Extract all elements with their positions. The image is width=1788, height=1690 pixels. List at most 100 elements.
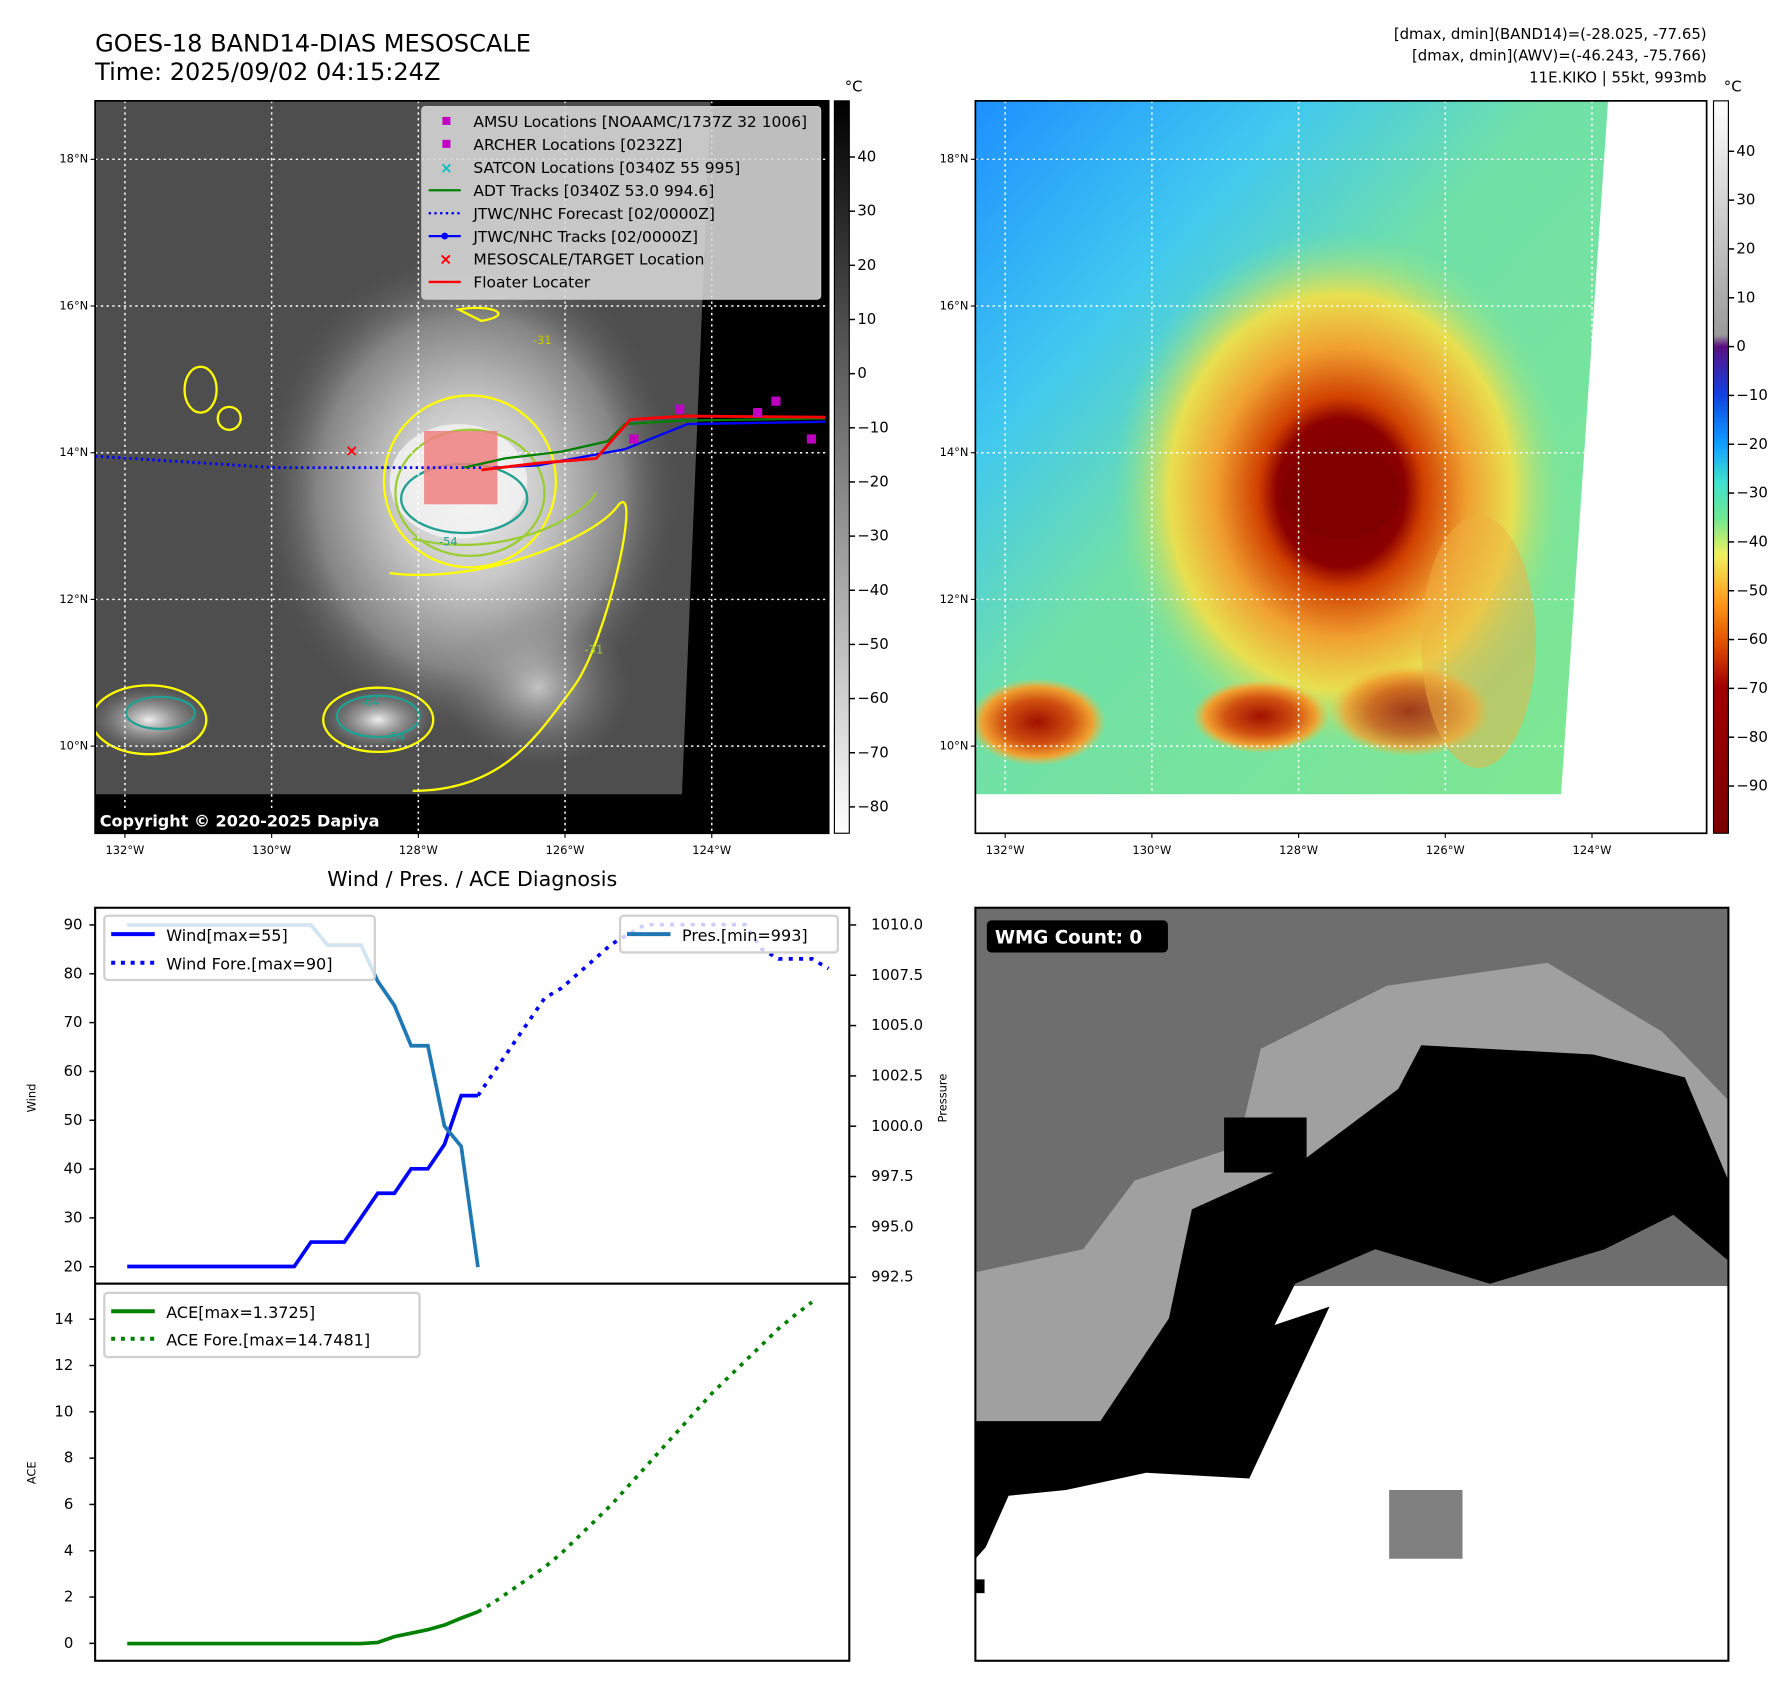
lat-tick-label: 12°N bbox=[59, 592, 88, 606]
tick-label: 30 bbox=[1736, 191, 1755, 209]
nhc-track bbox=[492, 420, 826, 469]
tick-label: 8 bbox=[64, 1449, 73, 1467]
tick-label: −20 bbox=[1736, 435, 1767, 453]
tick-label: −20 bbox=[857, 473, 888, 491]
ace-axis-label: ACE bbox=[25, 1461, 39, 1484]
lat-tick-label: 10°N bbox=[940, 739, 969, 753]
tick-label: −30 bbox=[1736, 484, 1767, 502]
tick-label: 997.5 bbox=[871, 1167, 914, 1185]
tick-label: 1000.0 bbox=[871, 1117, 923, 1135]
lon-tick-label: 128°W bbox=[399, 843, 438, 857]
legend-entry: ACE[max=1.3725] bbox=[166, 1303, 315, 1322]
tick-label: 1002.5 bbox=[871, 1066, 923, 1084]
tick-label: 1010.0 bbox=[871, 916, 923, 934]
awv-stats: [dmax, dmin](AWV)=(-46.243, -75.766) bbox=[1412, 47, 1707, 65]
tick-label: 70 bbox=[64, 1013, 83, 1031]
tick-label: −50 bbox=[1736, 581, 1767, 599]
tick-label: −50 bbox=[857, 635, 888, 653]
tick-label: 10 bbox=[54, 1402, 73, 1420]
tick-label: 60 bbox=[64, 1062, 83, 1080]
lon-tick-label: 124°W bbox=[1573, 843, 1612, 857]
legend-entry: ARCHER Locations [0232Z] bbox=[473, 136, 682, 154]
tick-label: 80 bbox=[64, 964, 83, 982]
tick-label: 2 bbox=[64, 1588, 73, 1606]
legend-entry: Wind Fore.[max=90] bbox=[166, 955, 332, 974]
tick-label: 0 bbox=[857, 364, 866, 382]
tick-label: 992.5 bbox=[871, 1268, 914, 1286]
awv-colorbar bbox=[1712, 100, 1729, 834]
lat-tick-label: 16°N bbox=[940, 298, 969, 312]
contour-label: -64 bbox=[361, 695, 380, 709]
amsu-archer-markers bbox=[629, 396, 817, 444]
colorbar-ticks: 40 30 20 10 0 −10 −20 −30 −40 −50 −60 −70 −80 −90 bbox=[1728, 142, 1768, 795]
chart-title: Wind / Pres. / ACE Diagnosis bbox=[327, 867, 617, 891]
wind-axis-label: Wind bbox=[25, 1084, 39, 1113]
tick-label: 4 bbox=[64, 1541, 73, 1559]
ace-line bbox=[127, 1610, 479, 1646]
tick-label: −30 bbox=[857, 527, 888, 545]
legend-entry: ADT Tracks [0340Z 53.0 994.6] bbox=[473, 182, 714, 200]
lon-tick-label: 126°W bbox=[1426, 843, 1465, 857]
tick-label: 6 bbox=[64, 1495, 73, 1513]
lat-tick-label: 18°N bbox=[59, 152, 88, 166]
lon-tick-label: 128°W bbox=[1279, 843, 1318, 857]
legend-entry: ACE Fore.[max=14.7481] bbox=[166, 1331, 370, 1350]
band14-colorbar bbox=[833, 100, 850, 834]
tick-label: 40 bbox=[64, 1160, 83, 1178]
lat-tick-label: 14°N bbox=[940, 445, 969, 459]
lat-tick-label: 12°N bbox=[940, 592, 969, 606]
tick-label: −40 bbox=[857, 581, 888, 599]
tick-label: 12 bbox=[54, 1356, 73, 1374]
legend-entry: Floater Locater bbox=[473, 274, 590, 292]
tick-label: −60 bbox=[857, 689, 888, 707]
legend-entry: MESOSCALE/TARGET Location bbox=[473, 251, 704, 269]
colorbar-unit: °C bbox=[1724, 78, 1742, 96]
satcon-marker-icon: × bbox=[440, 159, 452, 177]
figure-time: Time: 2025/09/02 04:15:24Z bbox=[94, 58, 440, 86]
tick-label: 10 bbox=[1736, 288, 1755, 306]
tick-label: 0 bbox=[64, 1634, 73, 1652]
contour-label: -54 bbox=[439, 535, 458, 549]
tick-label: −80 bbox=[1736, 728, 1767, 746]
target-marker-icon: × bbox=[345, 441, 358, 460]
map-legend: × × AMSU Locations [NOAAMC/1737Z 32 1006… bbox=[421, 106, 822, 300]
awv-map bbox=[975, 100, 1707, 834]
pressure-axis-label: Pressure bbox=[936, 1074, 950, 1123]
contour-label: -54 bbox=[386, 729, 405, 743]
map-axis-ticks: 18°N 16°N 14°N 12°N 10°N 132°W 130°W 128°W 126°W… bbox=[59, 152, 1611, 857]
lon-tick-label: 130°W bbox=[252, 843, 291, 857]
ace-legend: ACE[max=1.3725] ACE Fore.[max=14.7481] bbox=[103, 1291, 421, 1359]
lat-tick-label: 10°N bbox=[59, 739, 88, 753]
tick-label: −80 bbox=[857, 797, 888, 815]
lon-tick-label: 132°W bbox=[986, 843, 1025, 857]
band14-stats: [dmax, dmin](BAND14)=(-28.025, -77.65) bbox=[1394, 25, 1707, 43]
pressure-legend: Pres.[min=993] bbox=[618, 914, 839, 954]
colorbar-ticks: 40 30 20 10 0 −10 −20 −30 −40 −50 −60 −70 −80 bbox=[849, 148, 889, 815]
tick-label: −70 bbox=[1736, 679, 1767, 697]
tick-label: −10 bbox=[857, 418, 888, 436]
map-gridlines bbox=[975, 100, 1707, 834]
tick-label: 995.0 bbox=[871, 1217, 914, 1235]
storm-info: 11E.KIKO | 55kt, 993mb bbox=[1529, 69, 1706, 87]
legend-entry: JTWC/NHC Forecast [02/0000Z] bbox=[472, 205, 715, 223]
legend-entry: Pres.[min=993] bbox=[682, 926, 808, 945]
tick-label: 10 bbox=[857, 310, 876, 328]
tick-label: 1007.5 bbox=[871, 966, 923, 984]
lon-tick-label: 126°W bbox=[546, 843, 585, 857]
adt-track bbox=[463, 417, 826, 469]
lat-tick-label: 18°N bbox=[940, 152, 969, 166]
lon-tick-label: 130°W bbox=[1132, 843, 1171, 857]
tick-label: 30 bbox=[857, 202, 876, 220]
tick-label: 30 bbox=[64, 1208, 83, 1226]
amsu-marker-icon bbox=[442, 116, 451, 125]
lon-tick-label: 132°W bbox=[105, 843, 144, 857]
figure-title: GOES-18 BAND14-DIAS MESOSCALE bbox=[95, 30, 531, 58]
archer-marker-icon bbox=[442, 139, 451, 148]
tick-label: 20 bbox=[64, 1257, 83, 1275]
legend-entry: JTWC/NHC Tracks [02/0000Z] bbox=[472, 228, 698, 246]
tick-label: 90 bbox=[64, 916, 83, 934]
tick-label: 40 bbox=[857, 148, 876, 166]
floater-track bbox=[481, 414, 826, 472]
ace-forecast-line bbox=[477, 1300, 814, 1614]
